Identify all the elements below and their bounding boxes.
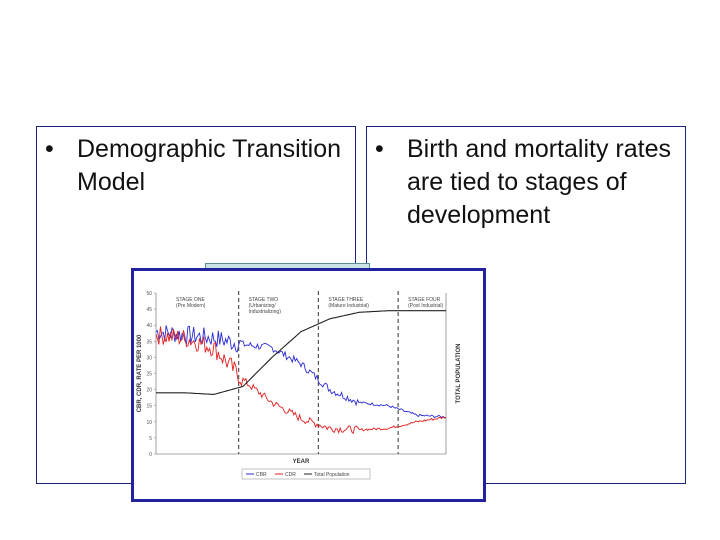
stage-label: (Mature Industrial) bbox=[328, 303, 369, 309]
y-tick-label: 25 bbox=[146, 372, 152, 378]
chart-svg: 0 5 10 15 20 25 30 35 40 45 50 STAGE ONE(Pre Modern… bbox=[137, 291, 462, 480]
stage-label: (Urbanizing/ bbox=[249, 303, 277, 309]
y-tick-label: 0 bbox=[149, 452, 152, 458]
y-tick-label: 30 bbox=[146, 355, 152, 361]
demographic-transition-chart: 0 5 10 15 20 25 30 35 40 45 50 STAGE ONE (Pre Modern… bbox=[131, 268, 486, 502]
y2-axis-title: TOTAL POPULATION bbox=[456, 344, 462, 404]
legend-label: CBR bbox=[256, 472, 267, 478]
stage-label: STAGE TWO bbox=[249, 297, 279, 303]
legend-label: Total Population bbox=[314, 472, 350, 478]
bullet-marker: • bbox=[375, 135, 384, 163]
y-tick-label: 35 bbox=[146, 339, 152, 345]
bullet-text: Birth and mortality rates are tied to st… bbox=[407, 135, 671, 229]
stage-label: STAGE THREE bbox=[328, 297, 363, 303]
bullet-demographic-transition: • Demographic Transition Model bbox=[45, 133, 345, 199]
x-axis-title: YEAR bbox=[293, 459, 310, 465]
series-line-cbr bbox=[155, 325, 446, 419]
y-tick-label: 40 bbox=[146, 323, 152, 329]
y-tick-label: 50 bbox=[146, 291, 152, 297]
series-line-cdr bbox=[155, 326, 447, 435]
stage-label: STAGE ONE bbox=[176, 297, 205, 303]
stage-label: (Post Industrial) bbox=[408, 303, 443, 309]
bullet-marker: • bbox=[45, 135, 54, 163]
bullet-birth-mortality: • Birth and mortality rates are tied to … bbox=[375, 133, 675, 232]
legend-label: CDR bbox=[285, 472, 296, 478]
y-tick-label: 5 bbox=[149, 436, 152, 442]
series-line-total-population bbox=[156, 310, 446, 395]
stage-label: STAGE FOUR bbox=[408, 297, 441, 303]
bullet-text: Demographic Transition Model bbox=[77, 135, 342, 196]
stage-label: (Pre Modern) bbox=[176, 303, 206, 309]
y-tick-label: 15 bbox=[146, 404, 152, 410]
y-axis-title: CBR, CDR, RATE PER 1000 bbox=[137, 334, 143, 412]
y-tick-label: 20 bbox=[146, 388, 152, 394]
stage-label: Industrializing) bbox=[249, 309, 282, 315]
y-tick-label: 10 bbox=[146, 420, 152, 426]
y-tick-label: 45 bbox=[146, 307, 152, 313]
